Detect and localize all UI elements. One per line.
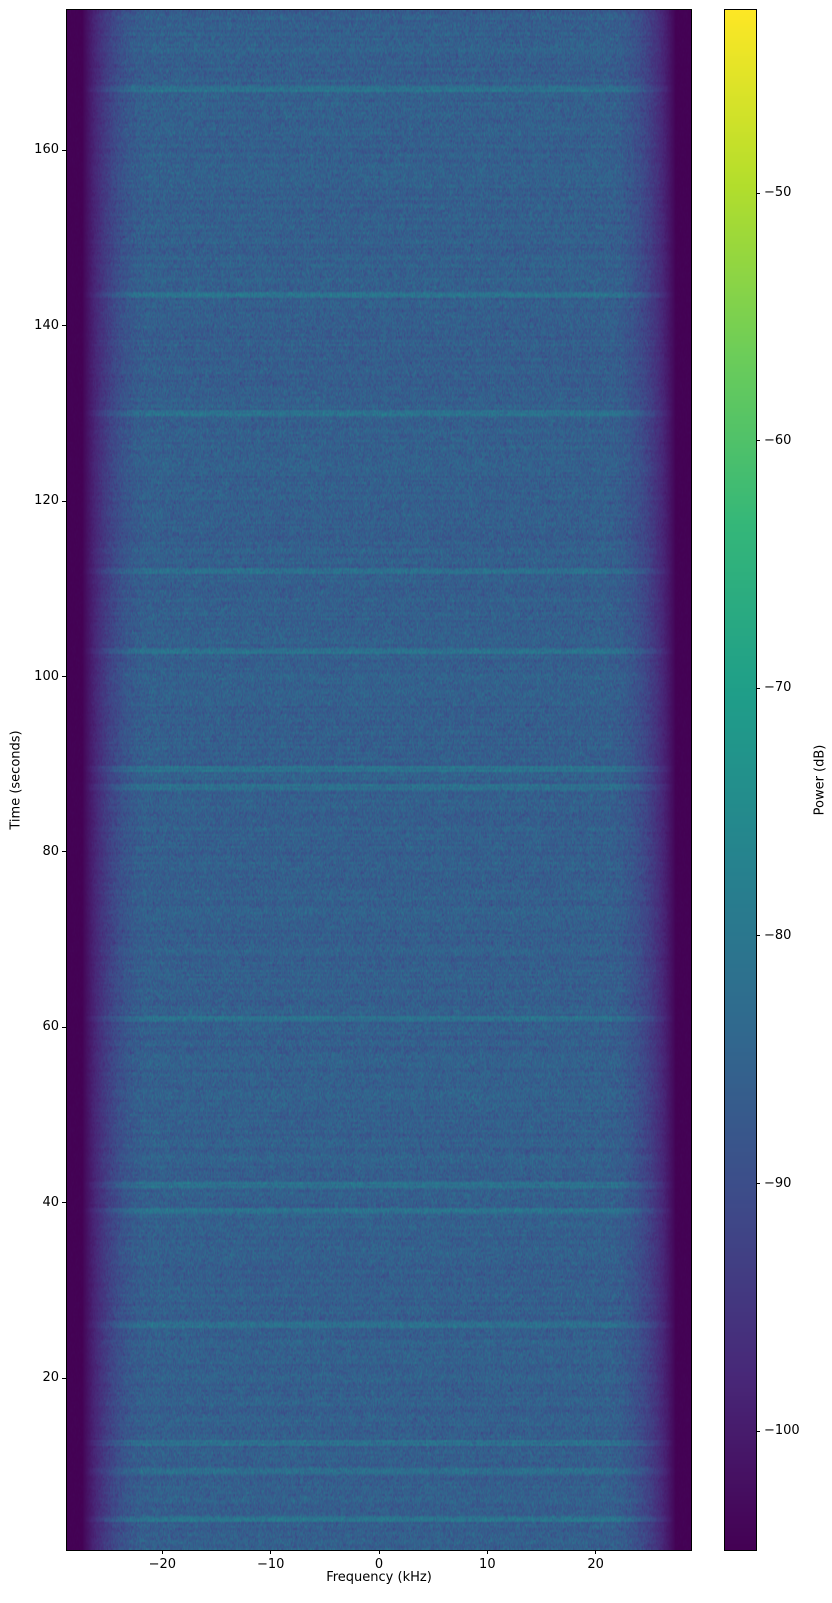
y-tick-label: 100 <box>34 668 59 684</box>
colorbar-tick-mark <box>756 192 760 194</box>
y-tick-mark <box>62 1377 66 1379</box>
x-tick-mark <box>270 1550 272 1554</box>
y-axis-label: Time (seconds) <box>8 730 24 830</box>
x-tick-mark <box>595 1550 597 1554</box>
x-tick-mark <box>161 1550 163 1554</box>
x-tick-label: −20 <box>148 1557 177 1572</box>
colorbar-tick-label: −50 <box>764 185 792 201</box>
colorbar-gradient <box>725 10 756 1550</box>
colorbar-tick-label: −70 <box>764 680 792 696</box>
y-tick-mark <box>62 500 66 502</box>
colorbar-tick-mark <box>756 1183 760 1185</box>
y-tick-mark <box>62 1202 66 1204</box>
spectrogram-plot <box>66 9 692 1551</box>
colorbar-tick-label: −80 <box>764 927 792 943</box>
colorbar-label: Power (dB) <box>812 744 828 816</box>
plot-frame <box>66 9 692 1551</box>
colorbar-tick-mark <box>756 440 760 442</box>
colorbar-tick-mark <box>756 1430 760 1432</box>
y-tick-label: 140 <box>34 317 59 333</box>
colorbar-tick-mark <box>756 687 760 689</box>
x-tick-label: 10 <box>479 1557 496 1572</box>
y-tick-label: 60 <box>42 1019 59 1035</box>
y-tick-mark <box>62 1026 66 1028</box>
y-tick-mark <box>62 325 66 327</box>
y-tick-label: 80 <box>42 843 59 859</box>
y-tick-label: 40 <box>42 1194 59 1210</box>
x-axis-label: Frequency (kHz) <box>326 1570 432 1585</box>
colorbar-tick-label: −100 <box>764 1423 800 1439</box>
x-tick-label: −10 <box>256 1557 285 1572</box>
y-tick-label: 20 <box>42 1370 59 1386</box>
colorbar-tick-mark <box>756 935 760 937</box>
colorbar <box>724 9 757 1551</box>
x-tick-label: 0 <box>374 1557 384 1572</box>
y-tick-mark <box>62 149 66 151</box>
colorbar-tick-label: −60 <box>764 432 792 448</box>
x-tick-mark <box>378 1550 380 1554</box>
colorbar-frame <box>724 9 757 1551</box>
x-tick-mark <box>486 1550 488 1554</box>
colorbar-tick-label: −90 <box>764 1175 792 1191</box>
y-tick-label: 160 <box>34 142 59 158</box>
y-tick-mark <box>62 851 66 853</box>
y-tick-label: 120 <box>34 493 59 509</box>
spectrogram-image <box>67 10 691 1550</box>
y-tick-mark <box>62 676 66 677</box>
x-tick-label: 20 <box>587 1557 604 1572</box>
